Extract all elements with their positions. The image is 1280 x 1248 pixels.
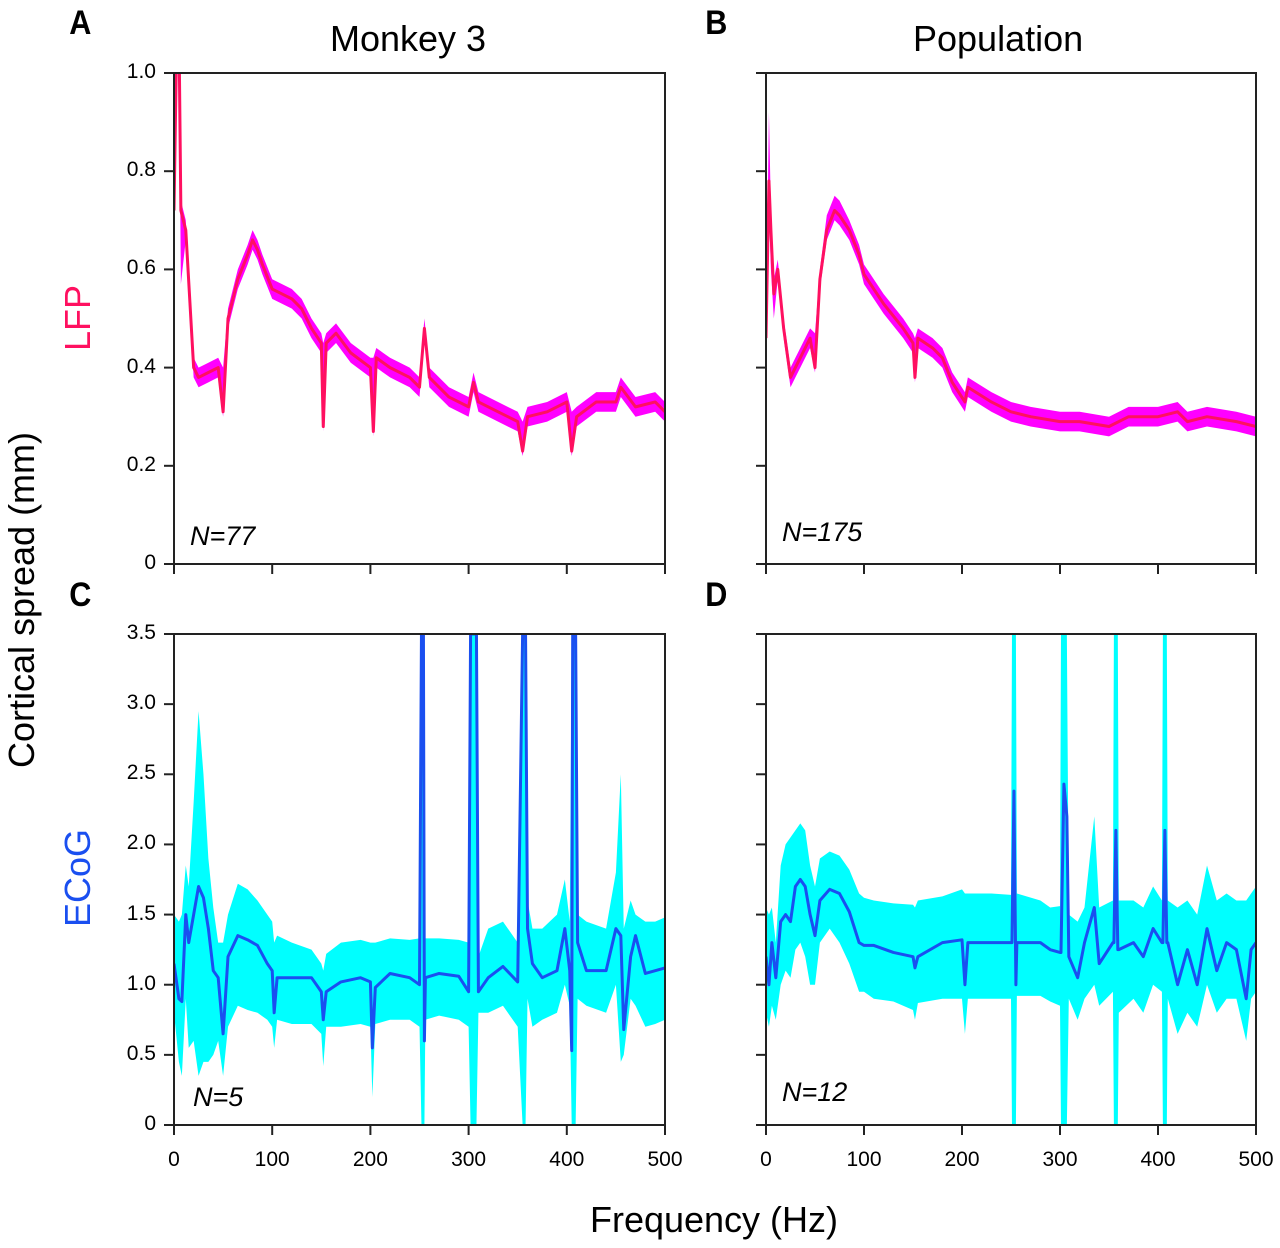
y-tick-label-c: 2.0 [126,831,156,855]
panel-letter-c: C [69,576,92,614]
mean-line-c [174,634,665,1053]
error-band-a [174,73,665,456]
x-tick-label-c: 200 [352,1148,388,1171]
y-tick-label-a: 0 [144,551,156,574]
x-tick-label-d: 300 [1042,1148,1078,1171]
y-tick-label-c: 2.5 [126,761,156,785]
panel-letter-a: A [69,4,92,42]
x-tick-label-d: 500 [1238,1148,1274,1171]
x-tick-label-d: 100 [846,1148,882,1171]
x-tick-label-c: 400 [549,1148,585,1171]
n-label-a: N=77 [190,521,256,551]
plot-frame-c [173,633,666,1126]
y-axis-label: Cortical spread (mm) [1,431,42,769]
row-label-ecog: ECoG [57,828,98,928]
x-tick-label-c: 0 [168,1148,180,1171]
plot-frame-d [765,633,1257,1126]
y-tick-label-a: 0.4 [126,354,156,378]
x-tick-label-c: 300 [451,1148,487,1171]
error-band-b [766,112,1256,437]
y-tick-label-c: 0.5 [126,1041,156,1065]
y-tick-label-a: 0.8 [126,158,156,182]
x-tick-label-d: 0 [760,1148,772,1171]
n-label-b: N=175 [782,517,863,547]
x-tick-label-d: 200 [944,1148,980,1171]
n-label-d: N=12 [782,1077,848,1107]
y-tick-label-a: 1.0 [126,60,156,83]
x-tick-label-d: 400 [1140,1148,1176,1171]
column-title-monkey3: Monkey 3 [330,18,487,59]
error-band-c [174,634,665,1125]
y-tick-label-a: 0.6 [126,256,156,280]
y-tick-label-c: 3.0 [126,691,156,715]
y-tick-label-c: 1.5 [126,901,156,925]
plot-frame-a [173,72,666,565]
error-band-d [766,634,1256,1125]
n-label-c: N=5 [193,1082,244,1112]
x-tick-label-c: 500 [647,1148,683,1171]
y-tick-label-c: 3.5 [126,621,156,644]
mean-line-a [174,73,665,453]
y-tick-label-a: 0.2 [126,452,156,476]
y-tick-label-c: 0 [144,1112,156,1135]
panel-letter-b: B [705,4,728,42]
row-label-lfp: LFP [57,284,98,352]
x-axis-label: Frequency (Hz) [589,1199,839,1240]
y-tick-label-c: 1.0 [126,971,156,995]
mean-line-d [766,782,1256,1001]
mean-line-b [766,179,1256,429]
plot-frame-b [765,72,1257,565]
x-tick-label-c: 100 [254,1148,290,1171]
panel-letter-d: D [705,576,728,614]
column-title-population: Population [913,18,1084,59]
